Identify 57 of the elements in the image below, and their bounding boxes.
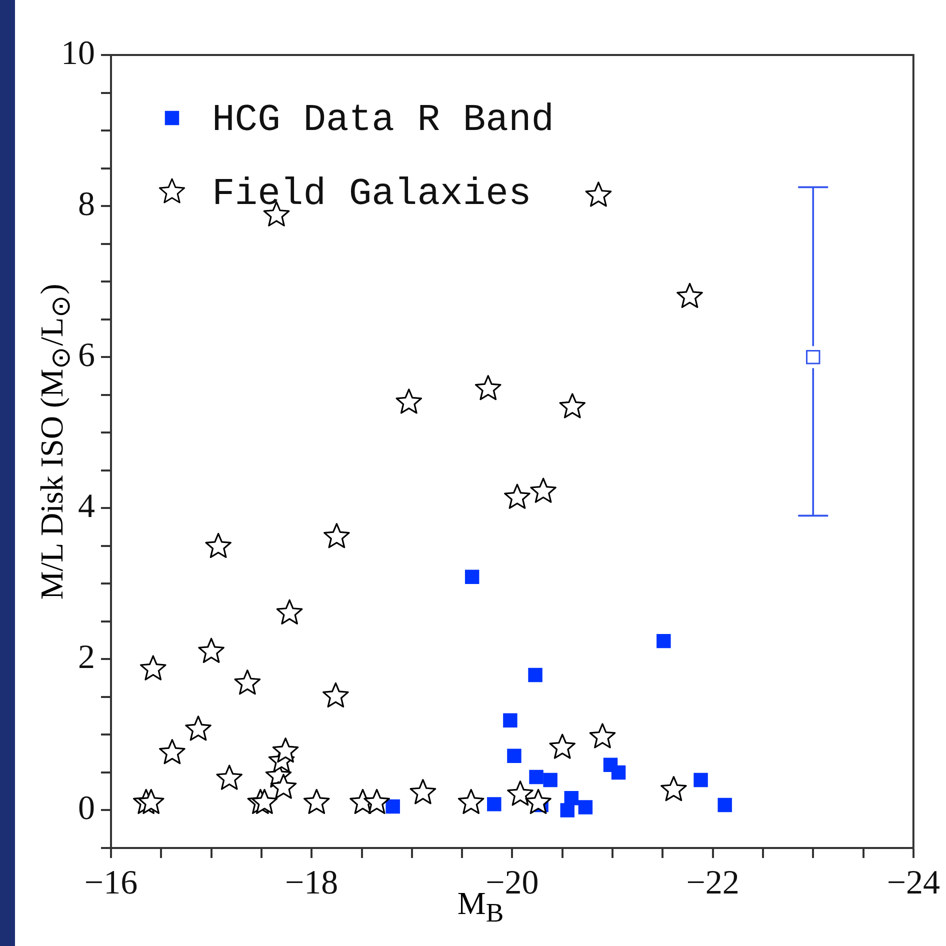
- point: [578, 800, 593, 814]
- point: [507, 780, 534, 806]
- point: [564, 791, 578, 806]
- point: [234, 670, 261, 695]
- point: [138, 788, 164, 814]
- point: [464, 570, 480, 584]
- y-tick-label: 2: [78, 639, 95, 676]
- point: [525, 788, 552, 814]
- point: [656, 634, 671, 648]
- point: [611, 765, 626, 780]
- x-tick-label: −22: [686, 864, 740, 902]
- y-tick-label: 10: [61, 34, 95, 72]
- point: [559, 393, 586, 418]
- point: [507, 748, 522, 763]
- point: [364, 788, 390, 814]
- point: [140, 655, 166, 680]
- point: [159, 739, 186, 764]
- point: [504, 484, 530, 509]
- point: [503, 713, 518, 728]
- y-tick-label: 8: [78, 186, 95, 223]
- x-tick-label: −24: [886, 864, 940, 902]
- point: [487, 797, 502, 812]
- y-tick-label: 0: [78, 790, 95, 828]
- x-tick-label: −16: [84, 864, 138, 902]
- point: [718, 798, 732, 812]
- point: [543, 772, 558, 788]
- point: [660, 776, 687, 802]
- point: [276, 599, 303, 624]
- point: [396, 388, 422, 414]
- point: [529, 770, 544, 784]
- point: [549, 734, 576, 759]
- x-tick-label: −18: [285, 864, 338, 902]
- point: [530, 478, 556, 503]
- point: [198, 638, 224, 663]
- point: [589, 723, 616, 748]
- y-tick-label: 6: [78, 337, 95, 374]
- point: [806, 350, 820, 364]
- point: [410, 779, 436, 804]
- point: [694, 772, 708, 788]
- point: [251, 788, 278, 814]
- point: [528, 668, 542, 682]
- point: [185, 716, 212, 741]
- legend-label: Field Galaxies: [212, 173, 532, 216]
- point: [322, 682, 349, 708]
- point: [324, 523, 350, 548]
- point: [270, 774, 297, 799]
- legend-label: HCG Data R Band: [212, 99, 554, 142]
- point: [216, 764, 243, 790]
- point: [205, 532, 232, 558]
- point: [272, 738, 299, 763]
- point: [458, 788, 484, 814]
- point: [303, 788, 330, 814]
- point: [474, 375, 502, 400]
- point: [585, 182, 612, 207]
- point: [676, 282, 703, 308]
- y-tick-label: 4: [78, 488, 95, 526]
- point: [386, 799, 400, 814]
